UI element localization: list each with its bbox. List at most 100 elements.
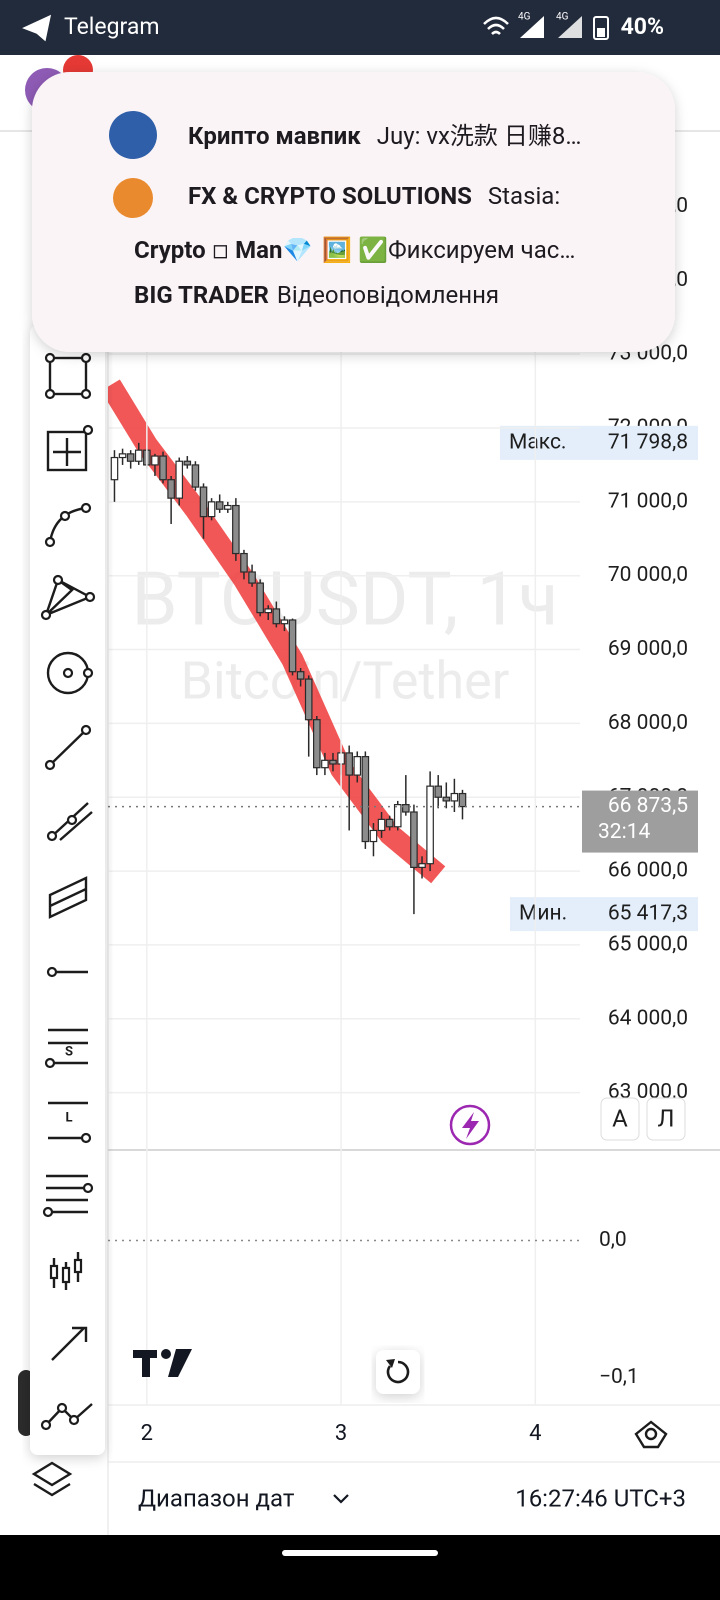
circle-tool[interactable] (46, 651, 94, 695)
ray-tool[interactable] (46, 802, 93, 842)
candle-body (256, 582, 264, 614)
telegram-icon (22, 14, 52, 42)
layers-button[interactable] (31, 1461, 73, 1497)
channel-tool[interactable] (48, 876, 88, 919)
y-tick-label: 69 000,0 (608, 637, 688, 661)
candle-body (175, 460, 184, 499)
candle-body (126, 453, 135, 462)
notification-row: FX & CRYPTO SOLUTIONS Stasia: (188, 182, 560, 210)
horizontal-ray-tool[interactable] (46, 966, 88, 978)
candle-body (248, 571, 256, 584)
network-2: 4G (556, 12, 569, 23)
forecast-tool[interactable] (40, 1402, 93, 1431)
y-tick-label: 0,0 (599, 1228, 627, 1252)
sender: BIG TRADER (134, 281, 269, 309)
y-tick-label: 66 000,0 (608, 859, 688, 883)
y-tick-label: 70 000,0 (608, 563, 688, 587)
log-scale-button[interactable]: Л (646, 1097, 686, 1141)
candle-body (442, 796, 451, 802)
home-indicator[interactable] (282, 1550, 438, 1556)
svg-text:L: L (65, 1110, 72, 1125)
navigation-bar (0, 1535, 720, 1600)
position-tool[interactable] (46, 424, 94, 472)
level-tool[interactable]: L (48, 1101, 92, 1144)
min-name: Мин. (519, 902, 567, 926)
last-price-box (582, 790, 698, 853)
message: Juy: vx洗款 日赚8… (377, 122, 582, 150)
trend-line-tool[interactable] (44, 724, 92, 771)
candle-body (288, 619, 297, 673)
candle-body (353, 756, 362, 776)
watermark-title: BTCUSDT, 1ч (132, 557, 559, 644)
tradingview-logo (133, 1349, 192, 1377)
date-range-button[interactable]: Диапазон дат (138, 1484, 295, 1512)
candle-body (118, 453, 127, 459)
candle-body (223, 504, 232, 510)
y-tick-label: −0,1 (599, 1365, 639, 1389)
notification-row: BIG TRADER Відеоповідомлення (134, 281, 499, 309)
candle-body (369, 829, 378, 843)
settings-button[interactable] (634, 1420, 668, 1449)
candle-body (232, 504, 240, 555)
candle-body (329, 759, 337, 765)
x-tick-label: 3 (335, 1421, 347, 1446)
candle-body (151, 455, 159, 466)
bars-pattern-tool[interactable] (49, 1252, 83, 1290)
candle-body (296, 671, 305, 680)
candle-body (183, 460, 192, 466)
candle-body (199, 486, 208, 518)
rectangle-tool[interactable] (44, 352, 92, 400)
candle-body (207, 501, 216, 518)
notification-row: Crypto ◽ Man💎 🖼️ ✅Фиксируем час… (134, 236, 575, 264)
arrow-tool[interactable] (51, 1326, 88, 1361)
wifi-icon (483, 16, 509, 35)
lines-tool[interactable] (42, 1174, 94, 1218)
last-price-label: 66 873,5 (608, 794, 688, 818)
candle-body (159, 455, 167, 481)
candle-body (134, 449, 143, 462)
candle-body (426, 785, 434, 865)
candle-body (434, 785, 443, 798)
signal-1 (520, 16, 544, 38)
y-tick-label: 65 000,0 (608, 932, 688, 956)
candle-body (272, 608, 281, 625)
signal-2 (558, 16, 582, 38)
avatar-1 (109, 111, 157, 159)
candle-body (215, 501, 224, 510)
auto-label: А (612, 1104, 628, 1132)
max-value: 71 798,8 (608, 430, 688, 454)
avatar-2 (113, 178, 153, 218)
notification-row: Крипто мавпик Juy: vx洗款 日赚8… (188, 122, 581, 150)
curve-tool[interactable] (44, 502, 92, 548)
support-tool[interactable]: S (44, 1028, 88, 1069)
max-name: Макс. (509, 430, 566, 454)
candle-body (264, 608, 273, 614)
candle-body (450, 792, 459, 802)
dropdown-chevron (333, 1494, 349, 1504)
log-label: Л (658, 1104, 675, 1132)
candle-body (402, 804, 410, 813)
candle-body (313, 719, 321, 769)
y-tick-label: 71 000,0 (608, 489, 688, 513)
max-box (500, 425, 698, 460)
message: 🖼️ ✅Фиксируем час… (322, 236, 575, 264)
status-bar (0, 0, 720, 55)
message: Stasia: (488, 182, 560, 210)
price-pane: 63 000,064 000,065 000,066 000,067 000,0… (500, 194, 698, 1104)
candle-body (304, 678, 313, 721)
candle-body (418, 863, 426, 868)
notification-card[interactable]: Крипто мавпик Juy: vx洗款 日赚8… FX & CRYPTO … (32, 72, 675, 352)
clock: 16:27:46 UTC+3 (515, 1484, 686, 1512)
candle-body (377, 818, 386, 832)
y-tick-label: 64 000,0 (608, 1006, 688, 1030)
reset-button[interactable] (376, 1350, 420, 1394)
candle-body (345, 752, 353, 776)
lightning-button[interactable] (449, 1104, 491, 1146)
pattern-tool[interactable] (40, 574, 96, 621)
auto-scale-button[interactable]: А (600, 1097, 640, 1141)
candle-body (110, 456, 119, 481)
candle-body (167, 479, 175, 499)
y-tick-label: 63 000,0 (608, 1080, 688, 1104)
candle-body (458, 792, 467, 808)
